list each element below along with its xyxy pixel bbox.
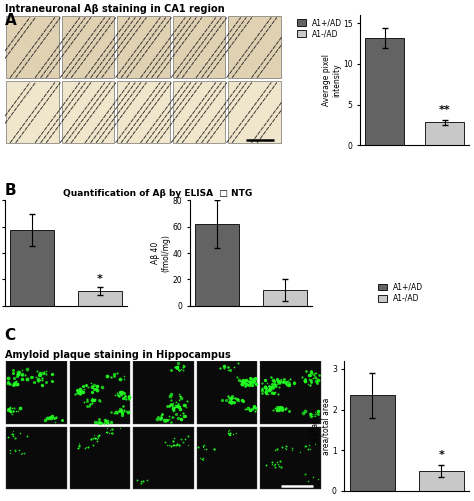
- Text: C: C: [5, 328, 16, 343]
- Bar: [6, 81, 59, 143]
- Legend: A1+/AD, A1-/AD: A1+/AD, A1-/AD: [294, 15, 346, 42]
- Bar: [173, 16, 225, 78]
- Bar: [365, 38, 404, 145]
- Bar: [425, 122, 465, 145]
- Bar: [260, 426, 321, 489]
- Bar: [228, 81, 281, 143]
- Text: *: *: [438, 450, 444, 460]
- Bar: [6, 16, 59, 78]
- Bar: [133, 426, 194, 489]
- Bar: [78, 291, 122, 306]
- Bar: [260, 361, 321, 424]
- Text: Intraneuronal Aβ staining in CA1 region: Intraneuronal Aβ staining in CA1 region: [5, 4, 224, 14]
- Bar: [6, 361, 67, 424]
- Y-axis label: % Plaque
area/total area: % Plaque area/total area: [311, 397, 330, 454]
- Y-axis label: Aβ 40
(fmol/mg): Aβ 40 (fmol/mg): [152, 234, 171, 272]
- Text: A: A: [5, 13, 17, 28]
- Y-axis label: Average pixel
intensity: Average pixel intensity: [322, 54, 342, 106]
- Bar: [70, 426, 130, 489]
- Bar: [62, 81, 114, 143]
- Bar: [117, 16, 170, 78]
- Title: Quantification of Aβ by ELISA  □ NTG: Quantification of Aβ by ELISA □ NTG: [64, 189, 253, 198]
- Bar: [62, 16, 114, 78]
- Bar: [197, 361, 257, 424]
- Text: B: B: [5, 183, 17, 198]
- Bar: [419, 470, 464, 491]
- Bar: [70, 361, 130, 424]
- Text: **: **: [439, 105, 451, 115]
- Bar: [195, 224, 239, 306]
- Bar: [10, 230, 54, 306]
- Bar: [173, 81, 225, 143]
- Bar: [263, 290, 307, 306]
- Text: *: *: [97, 274, 103, 284]
- Bar: [133, 361, 194, 424]
- Bar: [228, 16, 281, 78]
- Bar: [197, 426, 257, 489]
- Legend: A1+/AD, A1-/AD: A1+/AD, A1-/AD: [374, 280, 426, 306]
- Bar: [6, 426, 67, 489]
- Bar: [117, 81, 170, 143]
- Bar: [350, 395, 395, 491]
- Text: Amyloid plaque staining in Hippocampus: Amyloid plaque staining in Hippocampus: [5, 350, 230, 360]
